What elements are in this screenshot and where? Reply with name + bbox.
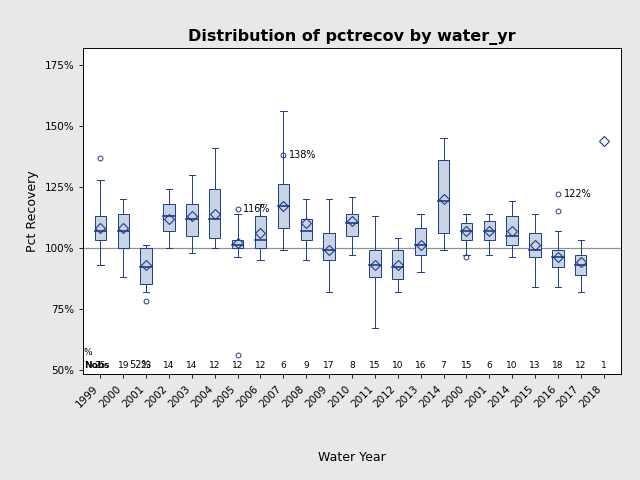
Bar — [278, 184, 289, 228]
Text: 10: 10 — [506, 361, 518, 371]
Text: 15: 15 — [369, 361, 381, 371]
Y-axis label: Pct Recovery: Pct Recovery — [26, 170, 39, 252]
Text: 16: 16 — [415, 361, 426, 371]
Text: 1: 1 — [601, 361, 607, 371]
Text: 23: 23 — [140, 361, 152, 371]
Text: 15: 15 — [461, 361, 472, 371]
Bar — [186, 204, 198, 236]
Bar — [346, 214, 358, 236]
Text: Nobs: Nobs — [84, 361, 109, 371]
Bar — [255, 216, 266, 248]
Text: 12: 12 — [232, 361, 243, 371]
Text: 12: 12 — [575, 361, 586, 371]
Text: 138%: 138% — [289, 150, 317, 160]
Text: 14: 14 — [186, 361, 198, 371]
Bar — [301, 218, 312, 240]
Title: Distribution of pctrecov by water_yr: Distribution of pctrecov by water_yr — [188, 29, 516, 45]
Bar — [484, 221, 495, 240]
Text: %: % — [84, 348, 93, 357]
Text: 25: 25 — [95, 361, 106, 371]
Bar — [369, 250, 381, 277]
Text: 17: 17 — [323, 361, 335, 371]
Text: 13: 13 — [529, 361, 541, 371]
Bar — [95, 216, 106, 240]
Bar — [529, 233, 541, 257]
Bar — [415, 228, 426, 255]
Bar — [506, 216, 518, 245]
Bar — [209, 189, 220, 238]
Bar — [118, 214, 129, 248]
Text: 19: 19 — [118, 361, 129, 371]
Bar — [552, 250, 564, 267]
Text: 6: 6 — [280, 361, 286, 371]
Bar — [438, 160, 449, 233]
Bar — [163, 204, 175, 231]
Text: 6: 6 — [486, 361, 492, 371]
Text: 14: 14 — [163, 361, 175, 371]
Text: 18: 18 — [552, 361, 564, 371]
Text: 9: 9 — [303, 361, 309, 371]
Bar — [392, 250, 403, 279]
Bar — [575, 255, 586, 275]
Text: 122%: 122% — [564, 189, 591, 199]
Text: 10: 10 — [392, 361, 403, 371]
Bar — [232, 240, 243, 248]
X-axis label: Water Year: Water Year — [318, 451, 386, 464]
Text: 116%: 116% — [243, 204, 271, 214]
Text: 7: 7 — [440, 361, 446, 371]
Bar — [323, 233, 335, 260]
Text: 8: 8 — [349, 361, 355, 371]
Bar — [140, 248, 152, 284]
Text: 52%: 52% — [129, 360, 150, 370]
Bar — [461, 223, 472, 240]
Text: 12: 12 — [209, 361, 220, 371]
Text: 12: 12 — [255, 361, 266, 371]
